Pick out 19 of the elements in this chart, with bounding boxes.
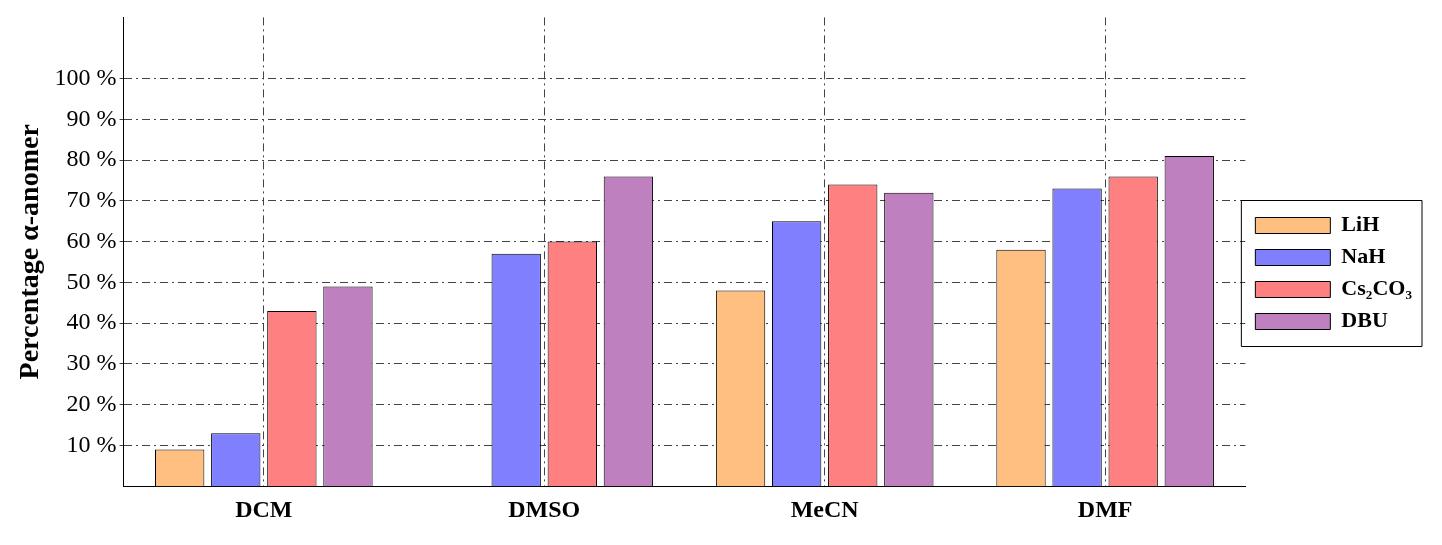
y-tick-label: 60 % [66,226,117,253]
y-tick-label: 30 % [66,349,117,376]
y-tick-label: 20 % [66,389,117,416]
x-tick-label: MeCN [790,495,860,522]
y-tick-label: 90 % [66,104,117,131]
legend-label: LiH [1341,211,1380,237]
y-tick-label: 100 % [54,63,117,90]
y-tick-label: 80 % [66,145,117,172]
x-tick-label: DMF [1077,495,1133,522]
y-tick-label: 10 % [66,430,117,457]
legend-label: DBU [1341,307,1388,333]
legend-label: Cs₂CO₃ [1341,275,1413,301]
y-axis-title: Percentage α-anomer [13,124,45,380]
legend-label: NaH [1341,243,1386,269]
y-tick-label: 40 % [66,308,117,335]
x-tick-label: DCM [235,495,293,522]
y-tick-label: 50 % [66,267,117,294]
y-tick-label: 70 % [66,186,117,213]
x-tick-label: DMSO [508,495,581,522]
